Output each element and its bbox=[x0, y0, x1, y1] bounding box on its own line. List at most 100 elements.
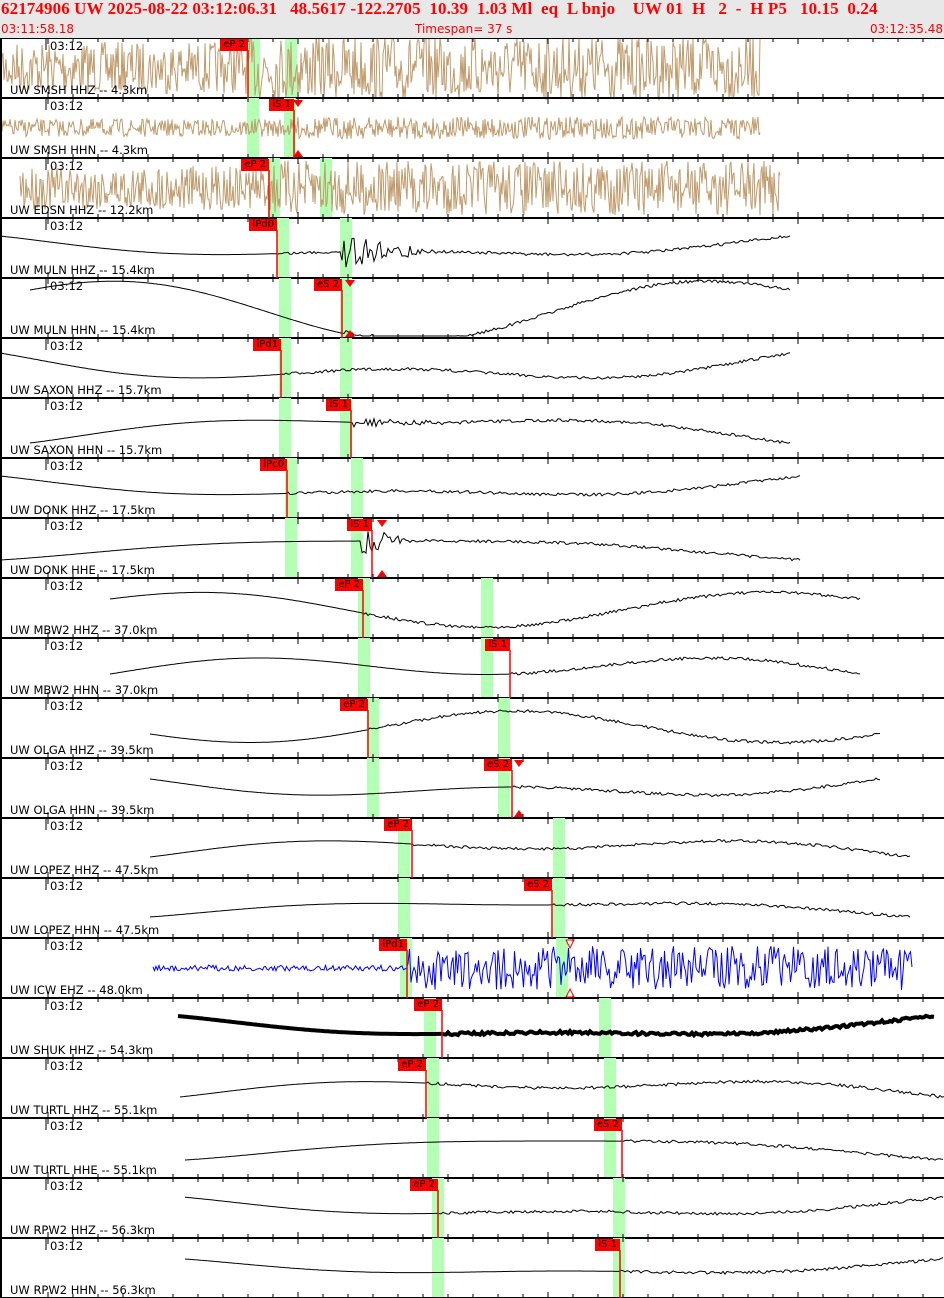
pick-label[interactable]: iS 1 bbox=[595, 1239, 620, 1251]
pick-up-triangle-icon bbox=[514, 810, 524, 817]
pick-window bbox=[398, 818, 410, 878]
pick-down-triangle-icon bbox=[377, 520, 387, 527]
station-label: UW ICW EHZ -- 48.0km bbox=[10, 983, 143, 997]
pick-window bbox=[613, 1238, 625, 1298]
station-label: UW MULN HHN -- 15.4km bbox=[10, 323, 156, 337]
pick-label[interactable]: eS 2 bbox=[593, 1119, 622, 1131]
pick-down-triangle-icon bbox=[514, 760, 524, 767]
pick-up-triangle-icon bbox=[293, 150, 303, 157]
pick-window bbox=[279, 398, 291, 458]
start-time: 03:11:58.18 bbox=[1, 22, 74, 36]
pick-up-triangle-icon bbox=[377, 570, 387, 577]
station-label: UW LOPEZ HHZ -- 47.5km bbox=[10, 863, 159, 877]
pick-window bbox=[604, 1118, 616, 1178]
time-label: 03:12 bbox=[50, 39, 84, 53]
event-header: 62174906 UW 2025-08-22 03:12:06.31 48.56… bbox=[0, 0, 944, 38]
waveform-trace bbox=[177, 1013, 935, 1039]
pick-label[interactable]: eS 2 bbox=[483, 759, 512, 771]
pick-window bbox=[481, 578, 493, 638]
time-label: 03:12 bbox=[50, 999, 84, 1013]
waveform-trace bbox=[19, 160, 781, 216]
station-label: UW LOPEZ HHN -- 47.5km bbox=[10, 923, 160, 937]
waveform-trace bbox=[0, 235, 791, 268]
pick-label[interactable]: eP 2 bbox=[335, 579, 363, 591]
time-label: 03:12 bbox=[50, 99, 84, 113]
waveform-canvas[interactable] bbox=[0, 38, 944, 1298]
pick-window bbox=[398, 878, 410, 938]
pick-window bbox=[279, 338, 291, 398]
pick-window bbox=[427, 1058, 439, 1118]
time-label: 03:12 bbox=[50, 819, 84, 833]
time-label: 03:12 bbox=[50, 939, 84, 953]
waveform-panel[interactable]: 03:12 UW SMSH HHZ -- 4.3km eP 2 03:12 UW SMS… bbox=[0, 38, 944, 1298]
waveform-trace bbox=[0, 352, 791, 380]
pick-window bbox=[424, 998, 436, 1058]
pick-label[interactable]: eP 2 bbox=[410, 1179, 438, 1191]
waveform-trace bbox=[184, 1257, 944, 1275]
pick-up-triangle-icon bbox=[345, 330, 355, 337]
pick-window bbox=[358, 578, 370, 638]
waveform-trace bbox=[149, 709, 881, 745]
pick-window bbox=[498, 758, 510, 818]
pick-window bbox=[498, 698, 510, 758]
waveform-trace bbox=[149, 839, 911, 858]
time-label: 03:12 bbox=[50, 1059, 84, 1073]
pick-label[interactable]: eP 2 bbox=[384, 819, 412, 831]
pick-label[interactable]: eS 2 bbox=[313, 279, 342, 291]
waveform-trace bbox=[184, 1195, 944, 1216]
time-label: 03:12 bbox=[50, 279, 84, 293]
waveform-trace bbox=[149, 777, 881, 798]
pick-down-triangle-icon bbox=[345, 280, 355, 287]
pick-window bbox=[285, 518, 297, 578]
station-label: UW SMSH HHN -- 4.3km bbox=[10, 143, 148, 157]
pick-window bbox=[613, 1178, 625, 1238]
station-label: UW SAXON HHN -- 15.7km bbox=[10, 443, 163, 457]
waveform-trace bbox=[0, 531, 801, 562]
pick-window bbox=[340, 398, 352, 458]
time-label: 03:12 bbox=[50, 459, 84, 473]
station-label: UW RPW2 HHZ -- 56.3km bbox=[10, 1223, 155, 1237]
pick-window bbox=[432, 1238, 444, 1298]
waveform-trace bbox=[0, 475, 801, 497]
pick-label[interactable]: eP 2 bbox=[241, 159, 269, 171]
station-label: UW SHUK HHZ -- 54.3km bbox=[10, 1043, 154, 1057]
pick-window bbox=[340, 278, 352, 338]
time-label: 03:12 bbox=[50, 579, 84, 593]
waveform-trace bbox=[179, 1079, 944, 1099]
pick-label[interactable]: eP 2 bbox=[414, 999, 442, 1011]
pick-label[interactable]: iS 1 bbox=[347, 519, 372, 531]
pick-window bbox=[351, 518, 363, 578]
waveform-trace bbox=[149, 901, 911, 918]
station-label: UW OLGA HHZ -- 39.5km bbox=[10, 743, 154, 757]
station-label: UW MULN HHZ -- 15.4km bbox=[10, 263, 155, 277]
pick-window bbox=[367, 758, 379, 818]
station-label: UW OLGA HHN -- 39.5km bbox=[10, 803, 155, 817]
time-label: 03:12 bbox=[50, 219, 84, 233]
pick-label[interactable]: iPd0 bbox=[249, 219, 277, 231]
pick-down-triangle-icon bbox=[565, 939, 575, 950]
pick-window bbox=[277, 218, 289, 278]
pick-label[interactable]: iPd1 bbox=[379, 939, 407, 951]
waveform-trace bbox=[29, 279, 791, 338]
pick-label[interactable]: iPc0 bbox=[260, 459, 287, 471]
station-label: UW RPW2 HHN -- 56.3km bbox=[10, 1283, 156, 1297]
pick-label[interactable]: iPd1 bbox=[253, 339, 281, 351]
pick-label[interactable]: eP 2 bbox=[398, 1059, 426, 1071]
pick-label[interactable]: eS 2 bbox=[523, 879, 552, 891]
pick-label[interactable]: iS 1 bbox=[269, 99, 294, 111]
pick-window bbox=[340, 218, 352, 278]
pick-label[interactable]: eP 2 bbox=[220, 39, 248, 51]
end-time: 03:12:35.48 bbox=[870, 22, 943, 36]
pick-window bbox=[279, 278, 291, 338]
station-label: UW TURTL HHE -- 55.1km bbox=[10, 1163, 157, 1177]
time-label: 03:12 bbox=[50, 639, 84, 653]
time-label: 03:12 bbox=[50, 699, 84, 713]
pick-label[interactable]: iS 1 bbox=[485, 639, 510, 651]
pick-label[interactable]: eP 2 bbox=[340, 699, 368, 711]
waveform-trace bbox=[0, 115, 761, 141]
time-label: 03:12 bbox=[50, 519, 84, 533]
station-label: UW SMSH HHZ -- 4.3km bbox=[10, 83, 148, 97]
waveform-trace bbox=[109, 656, 861, 676]
pick-window bbox=[599, 998, 611, 1058]
pick-label[interactable]: iS 1 bbox=[326, 399, 351, 411]
